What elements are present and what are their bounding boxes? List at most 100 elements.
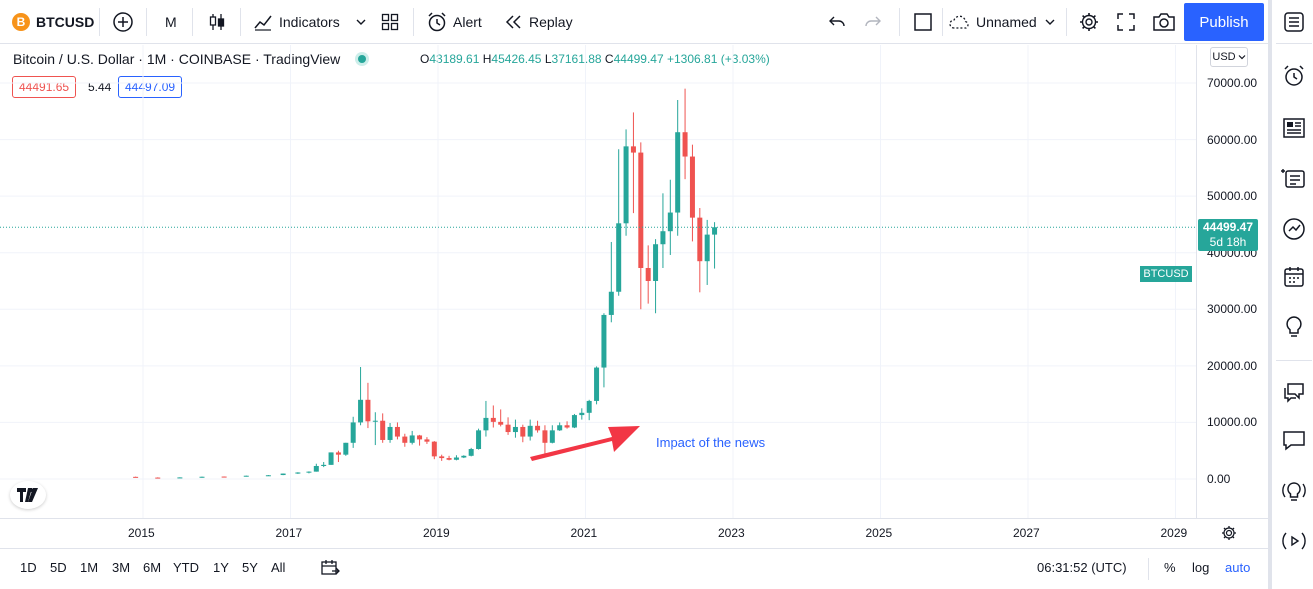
streams-button[interactable] <box>1280 426 1308 454</box>
bar-countdown: 5d 18h <box>1209 235 1247 249</box>
sidebar-divider <box>1276 360 1312 361</box>
publish-button[interactable]: Publish <box>1184 3 1264 41</box>
candle <box>535 420 541 433</box>
alarm-clock-icon <box>1284 65 1304 86</box>
compare-symbol-button[interactable] <box>112 0 134 44</box>
candle <box>468 447 474 457</box>
redo-button[interactable] <box>864 0 882 44</box>
sidebar-divider <box>1276 43 1312 44</box>
news-annotation-text[interactable]: Impact of the news <box>656 435 766 450</box>
settings-button[interactable] <box>1078 0 1100 44</box>
candle <box>221 476 227 478</box>
chart-pane[interactable]: Bitcoin / U.S. Dollar · 1M · COINBASE · … <box>0 45 1196 518</box>
hotlist-button[interactable] <box>1280 215 1308 243</box>
indicators-dropdown[interactable] <box>355 0 367 44</box>
candle <box>155 477 161 479</box>
candle <box>527 419 533 441</box>
range-button-5d[interactable]: 5D <box>50 560 67 575</box>
candle <box>630 112 636 214</box>
snapshot-button[interactable] <box>1152 0 1176 44</box>
candle <box>461 455 467 459</box>
range-button-3m[interactable]: 3M <box>112 560 131 575</box>
range-button-1y[interactable]: 1Y <box>213 560 229 575</box>
tradingview-logo-shape <box>17 488 38 502</box>
candles <box>133 88 718 479</box>
range-button-1m[interactable]: 1M <box>80 560 99 575</box>
range-button-all[interactable]: All <box>271 560 286 575</box>
last-price-value: 44499.47 <box>1202 220 1254 234</box>
alert-button[interactable]: Alert <box>426 0 482 44</box>
replay-button[interactable]: Replay <box>505 0 573 44</box>
candle-body <box>321 464 327 466</box>
percent-scale-button[interactable]: % <box>1164 560 1176 575</box>
candle <box>601 313 607 388</box>
time-axis[interactable]: 2015 2017 2019 2021 2023 2025 2027 2029 <box>0 518 1268 548</box>
layout-select-button[interactable] <box>913 0 933 44</box>
toolbar-divider <box>1148 558 1149 580</box>
replay-label: Replay <box>529 14 573 30</box>
candle-body <box>675 132 681 213</box>
go-to-date-button[interactable] <box>320 559 340 582</box>
candle <box>387 422 393 443</box>
candle <box>409 430 415 445</box>
utc-clock[interactable]: 06:31:52 (UTC) <box>1037 560 1127 575</box>
tradingview-logo-icon[interactable] <box>10 481 46 509</box>
candle <box>638 142 644 310</box>
candle <box>520 424 526 443</box>
ideas-button[interactable] <box>1280 313 1308 341</box>
trending-icon <box>1283 218 1305 240</box>
candle-body <box>682 132 688 157</box>
candle-body <box>446 458 452 460</box>
save-layout-button[interactable]: Unnamed <box>948 0 1037 44</box>
candle <box>177 477 183 479</box>
templates-button[interactable] <box>381 0 399 44</box>
candle-body <box>571 415 577 428</box>
time-tick-label: 2021 <box>570 526 598 540</box>
candle-body <box>697 217 703 262</box>
candle <box>358 366 364 426</box>
watchlist-button[interactable] <box>1280 8 1308 36</box>
log-scale-button[interactable]: log <box>1192 560 1210 575</box>
range-button-ytd[interactable]: YTD <box>173 560 199 575</box>
fullscreen-button[interactable] <box>1116 0 1136 44</box>
symbol-search-button[interactable]: B BTCUSD <box>12 0 94 44</box>
undo-button[interactable] <box>828 0 846 44</box>
candle <box>280 473 286 476</box>
broadcast-button[interactable] <box>1280 527 1308 555</box>
high-value: 45426.45 <box>491 52 542 66</box>
symbol-label: BTCUSD <box>36 14 95 30</box>
range-button-6m[interactable]: 6M <box>143 560 162 575</box>
news-panel-button[interactable] <box>1280 114 1308 142</box>
indicators-label: Indicators <box>279 14 340 30</box>
chats-button[interactable] <box>1280 378 1308 406</box>
candle-body <box>623 146 629 224</box>
alerts-panel-button[interactable] <box>1280 62 1308 90</box>
candle-body <box>535 425 541 431</box>
chat-bubble-icon <box>1283 431 1305 451</box>
price-axis[interactable]: 70000.00 60000.00 50000.00 40000.00 30000.00… <box>1196 45 1268 518</box>
chart-type-button[interactable] <box>207 0 227 44</box>
price-tick-label: 70000.00 <box>1207 76 1258 90</box>
candle <box>586 399 592 421</box>
calendar-button[interactable] <box>1280 263 1308 291</box>
ideas-stream-button[interactable] <box>1280 477 1308 505</box>
range-button-1d[interactable]: 1D <box>20 560 37 575</box>
axis-settings-button[interactable] <box>1221 525 1237 546</box>
interval-button[interactable]: M <box>165 0 177 44</box>
candle-body <box>483 417 489 431</box>
range-button-5y[interactable]: 5Y <box>242 560 258 575</box>
layout-menu-dropdown[interactable] <box>1044 0 1056 44</box>
indicators-button[interactable]: Indicators <box>253 0 340 44</box>
candle <box>343 442 349 456</box>
data-window-button[interactable] <box>1280 164 1308 192</box>
currency-select[interactable]: USD <box>1210 47 1248 67</box>
candle <box>295 472 301 474</box>
time-tick-label: 2023 <box>718 526 745 540</box>
news-arrow[interactable] <box>530 426 640 461</box>
candle-body <box>177 477 183 479</box>
candle-body <box>594 367 600 401</box>
chevron-down-icon <box>1045 19 1055 25</box>
auto-scale-button[interactable]: auto <box>1225 560 1251 575</box>
candle <box>571 413 577 429</box>
candle-body <box>453 457 459 460</box>
